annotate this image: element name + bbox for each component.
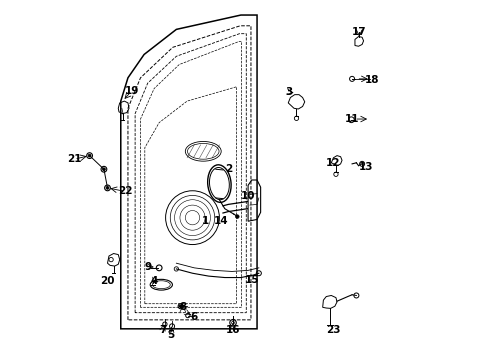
Text: 22: 22 bbox=[118, 186, 132, 197]
Circle shape bbox=[235, 215, 239, 219]
Text: 14: 14 bbox=[213, 216, 228, 226]
Circle shape bbox=[88, 154, 91, 157]
Circle shape bbox=[106, 186, 109, 189]
Text: 2: 2 bbox=[224, 164, 231, 174]
Text: 9: 9 bbox=[144, 262, 152, 272]
Text: 8: 8 bbox=[179, 302, 186, 312]
Circle shape bbox=[179, 305, 182, 307]
Text: 21: 21 bbox=[67, 154, 81, 164]
Text: 7: 7 bbox=[159, 325, 166, 335]
Circle shape bbox=[102, 168, 105, 171]
Text: 16: 16 bbox=[225, 325, 240, 335]
Text: 12: 12 bbox=[325, 158, 340, 168]
Text: 20: 20 bbox=[100, 276, 115, 286]
Text: 3: 3 bbox=[285, 87, 292, 97]
Text: 13: 13 bbox=[359, 162, 373, 172]
Text: 4: 4 bbox=[150, 276, 158, 286]
Text: 19: 19 bbox=[124, 86, 139, 96]
Text: 1: 1 bbox=[201, 216, 208, 226]
Text: 17: 17 bbox=[351, 27, 366, 37]
Text: 23: 23 bbox=[325, 325, 340, 335]
Text: 5: 5 bbox=[167, 330, 174, 340]
Text: 18: 18 bbox=[364, 75, 378, 85]
Text: 6: 6 bbox=[189, 312, 197, 322]
Text: 11: 11 bbox=[344, 114, 359, 124]
Text: 15: 15 bbox=[244, 275, 258, 285]
Text: 10: 10 bbox=[241, 191, 255, 201]
